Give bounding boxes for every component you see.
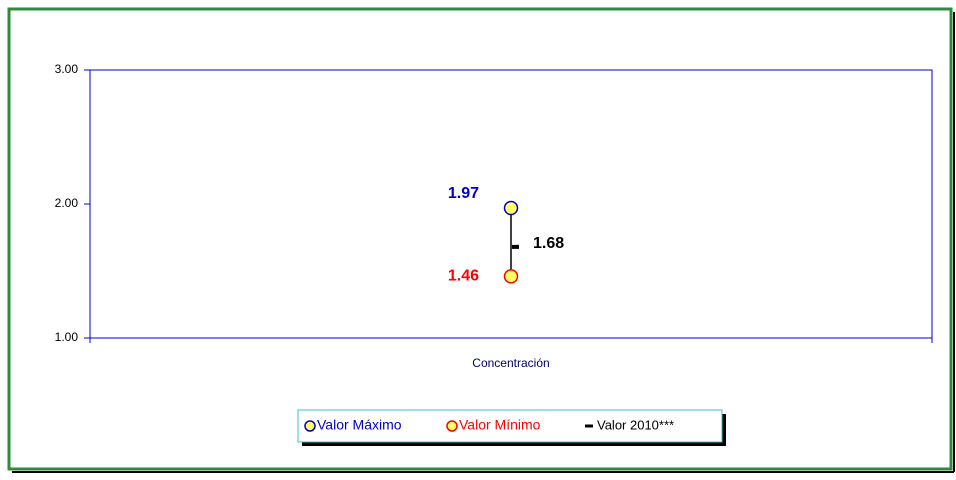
data-label: 1.68: [533, 235, 564, 252]
legend-label: Valor 2010***: [597, 417, 674, 432]
legend-marker: [446, 420, 458, 432]
legend-label: Valor Máximo: [317, 417, 402, 433]
y-tick-label: 1.00: [55, 330, 79, 344]
current-marker: [512, 244, 519, 249]
x-axis-label: Concentración: [472, 356, 549, 370]
max-marker: [503, 200, 519, 216]
y-tick-label: 3.00: [55, 62, 79, 76]
legend-marker: [304, 420, 316, 432]
data-label: 1.46: [448, 268, 479, 285]
data-label: 1.97: [448, 185, 479, 202]
legend: [297, 409, 723, 443]
legend-label: Valor Mínimo: [459, 417, 541, 433]
y-tick-label: 2.00: [55, 196, 79, 210]
chart-frame: [7, 7, 953, 471]
min-marker: [503, 269, 519, 284]
legend-marker: [585, 424, 593, 428]
